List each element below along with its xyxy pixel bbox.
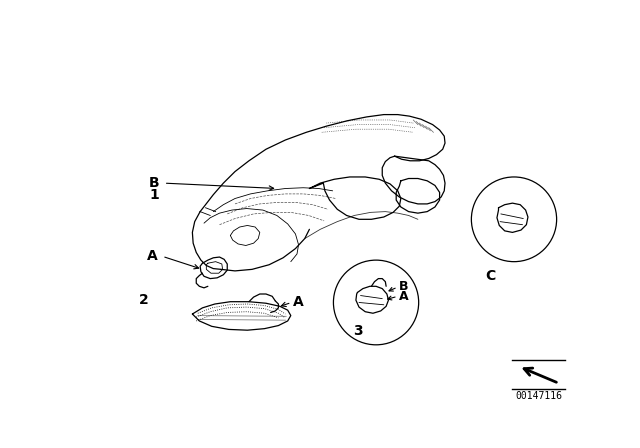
Text: C: C — [486, 268, 496, 283]
Text: 3: 3 — [353, 324, 362, 338]
Text: 1: 1 — [149, 188, 159, 202]
Text: B: B — [399, 280, 409, 293]
Text: A: A — [293, 295, 304, 309]
Text: A: A — [399, 290, 409, 303]
Text: 00147116: 00147116 — [515, 392, 563, 401]
Text: A: A — [147, 249, 157, 263]
Text: 2: 2 — [138, 293, 148, 307]
Text: B: B — [148, 176, 159, 190]
